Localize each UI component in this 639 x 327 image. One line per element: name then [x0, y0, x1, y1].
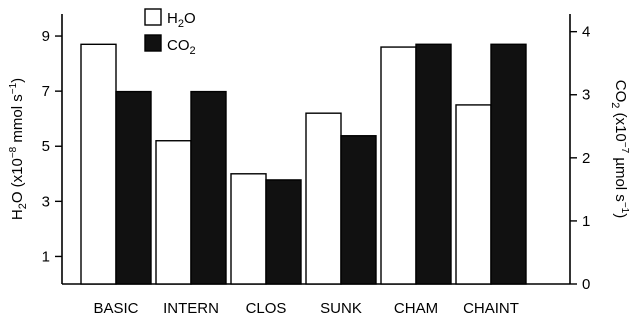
category-label: CHAINT	[463, 300, 519, 317]
bar-h2o-intern	[155, 140, 192, 285]
bar-co2-sunk	[340, 135, 377, 285]
legend: H2O CO2	[144, 8, 196, 57]
bar-co2-basic	[115, 90, 152, 285]
left-y-tick-label: 9	[42, 28, 50, 45]
right-y-tick-label: 0	[582, 276, 590, 293]
category-label: BASIC	[93, 300, 138, 317]
legend-label-h2o: H2O	[167, 10, 196, 30]
bar-h2o-cham	[380, 46, 417, 285]
bar-co2-chaint	[490, 43, 527, 285]
left-y-tick-label: 7	[42, 83, 50, 100]
category-label: CLOS	[246, 300, 287, 317]
bar-co2-intern	[190, 90, 227, 285]
bar-h2o-chaint	[455, 104, 492, 285]
bar-co2-clos	[265, 179, 302, 285]
bar-h2o-basic	[80, 43, 117, 285]
category-label: INTERN	[163, 300, 219, 317]
legend-swatch-co2	[144, 34, 162, 52]
left-y-axis-title: H2O (x10−8 mmol s−1)	[8, 78, 29, 220]
bar-h2o-sunk	[305, 112, 342, 285]
category-labels: BASIC INTERN CLOS SUNK CHAM CHAINT	[93, 300, 518, 317]
bar-h2o-clos	[230, 173, 267, 285]
category-label: CHAM	[394, 300, 438, 317]
bar-co2-cham	[415, 43, 452, 285]
right-y-tick-label: 2	[582, 150, 590, 167]
legend-label-co2: CO2	[167, 37, 196, 57]
left-y-tick-label: 3	[42, 193, 50, 210]
left-y-tick-label: 5	[42, 138, 50, 155]
right-y-tick-label: 4	[582, 24, 590, 41]
legend-swatch-h2o	[144, 8, 162, 26]
right-y-ticks: 0 1 2 3 4	[570, 24, 590, 293]
left-y-ticks: 1 3 5 7 9	[42, 28, 62, 265]
right-y-tick-label: 1	[582, 213, 590, 230]
left-y-tick-label: 1	[42, 248, 50, 265]
right-y-axis-title: CO2 (x10−7 µmol s−1)	[609, 80, 630, 218]
bars	[80, 43, 527, 285]
category-label: SUNK	[320, 300, 362, 317]
right-y-tick-label: 3	[582, 87, 590, 104]
